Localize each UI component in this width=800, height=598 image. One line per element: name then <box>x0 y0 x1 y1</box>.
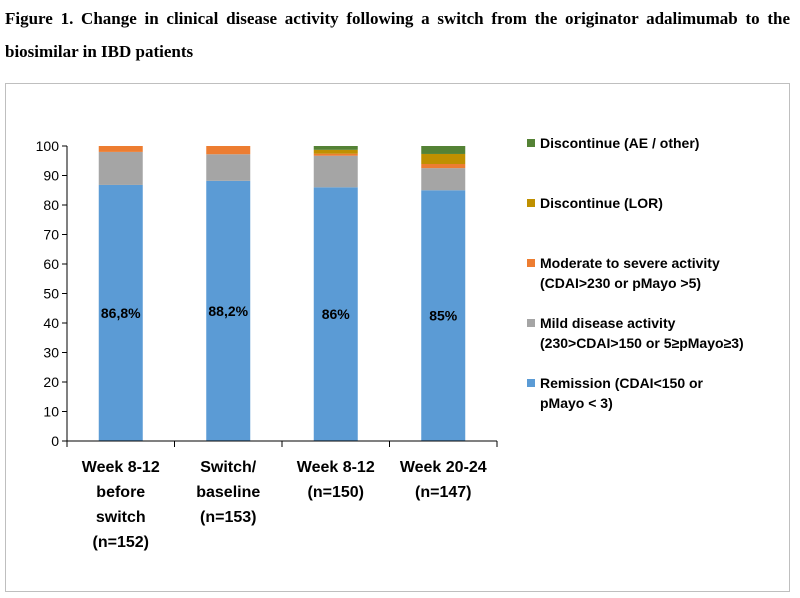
legend-label: Discontinue (LOR) <box>540 195 663 211</box>
y-tick-label: 100 <box>36 138 60 154</box>
data-label: 85% <box>429 308 458 324</box>
bar-segment <box>313 149 358 154</box>
bar-segment <box>98 146 143 152</box>
data-label: 86% <box>322 306 351 322</box>
legend-swatch <box>527 319 535 327</box>
y-tick-label: 80 <box>43 197 59 213</box>
chart-frame <box>5 83 790 592</box>
data-label: 86,8% <box>101 305 141 321</box>
bar-segment <box>421 153 466 164</box>
bar-segment <box>98 184 143 441</box>
y-tick-label: 0 <box>51 433 59 449</box>
bar-segment <box>313 153 358 156</box>
legend-swatch <box>527 199 535 207</box>
y-tick-label: 70 <box>43 227 59 243</box>
bar-segment <box>313 187 358 441</box>
y-tick-label: 20 <box>43 374 59 390</box>
data-label: 88,2% <box>208 303 248 319</box>
bar-segment <box>313 146 358 150</box>
legend-label: Moderate to severe activity (CDAI>230 or … <box>540 255 720 291</box>
chart-title: Figure 1. Change in clinical disease act… <box>5 9 790 61</box>
y-tick-label: 30 <box>43 345 59 361</box>
y-tick-label: 40 <box>43 315 59 331</box>
x-tick-label: Switch/baseline (n=153) <box>196 459 260 526</box>
bar-segment <box>421 190 466 441</box>
y-tick-label: 50 <box>43 286 59 302</box>
bar-segment <box>421 146 466 154</box>
legend-swatch <box>527 259 535 267</box>
legend-label: Remission (CDAI<150 or pMayo < 3) <box>540 375 704 411</box>
legend-label: Discontinue (AE / other) <box>540 135 699 151</box>
legend-label: Mild disease activity (230>CDAI>150 or 5≥… <box>540 315 744 351</box>
bar-segment <box>421 168 466 191</box>
bar-segment <box>313 155 358 188</box>
y-tick-label: 60 <box>43 256 59 272</box>
bar-segment <box>98 151 143 185</box>
y-tick-label: 10 <box>43 404 59 420</box>
bar-segment <box>206 146 251 155</box>
legend-swatch <box>527 139 535 147</box>
x-tick-label: Week 8-12 before switch (n=152) <box>82 459 160 551</box>
bar-segment <box>421 163 466 169</box>
bar-segment <box>206 180 251 441</box>
x-tick-label: Week 8-12 (n=150) <box>297 459 375 501</box>
legend-swatch <box>527 379 535 387</box>
x-tick-label: Week 20-24 (n=147) <box>400 459 487 501</box>
bar-segment <box>206 154 251 181</box>
y-tick-label: 90 <box>43 168 59 184</box>
